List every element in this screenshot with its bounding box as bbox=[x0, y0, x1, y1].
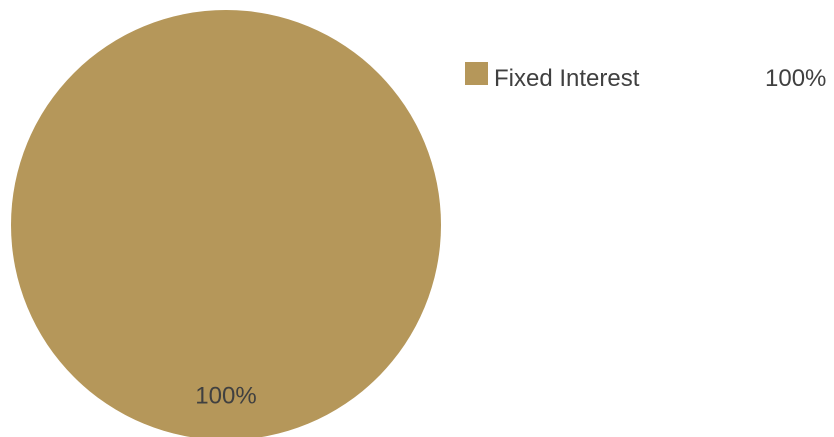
pie-slice-fixed-interest bbox=[11, 10, 441, 437]
pie-slices bbox=[11, 10, 441, 437]
legend-swatch-fixed-interest bbox=[465, 62, 488, 85]
legend: Fixed Interest 100% bbox=[465, 62, 826, 92]
legend-value-fixed-interest: 100% bbox=[765, 65, 826, 92]
legend-label-fixed-interest: Fixed Interest bbox=[494, 65, 640, 92]
pie-slice-labels: 100% bbox=[195, 382, 256, 409]
pie-slice-label-fixed-interest: 100% bbox=[195, 382, 256, 409]
